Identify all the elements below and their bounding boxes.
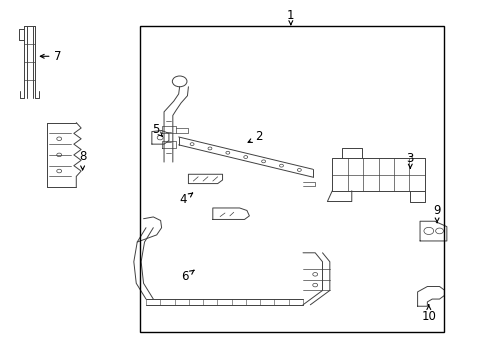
Text: 4: 4: [180, 193, 192, 206]
Text: 1: 1: [286, 9, 294, 25]
Bar: [140, 26, 444, 332]
Text: 7: 7: [40, 50, 62, 63]
Text: 10: 10: [421, 305, 435, 324]
Text: 9: 9: [432, 204, 440, 222]
Text: 6: 6: [181, 270, 194, 283]
Text: 5: 5: [152, 123, 162, 136]
Text: 2: 2: [247, 130, 263, 144]
Text: 8: 8: [79, 150, 86, 170]
Text: 3: 3: [406, 152, 413, 168]
